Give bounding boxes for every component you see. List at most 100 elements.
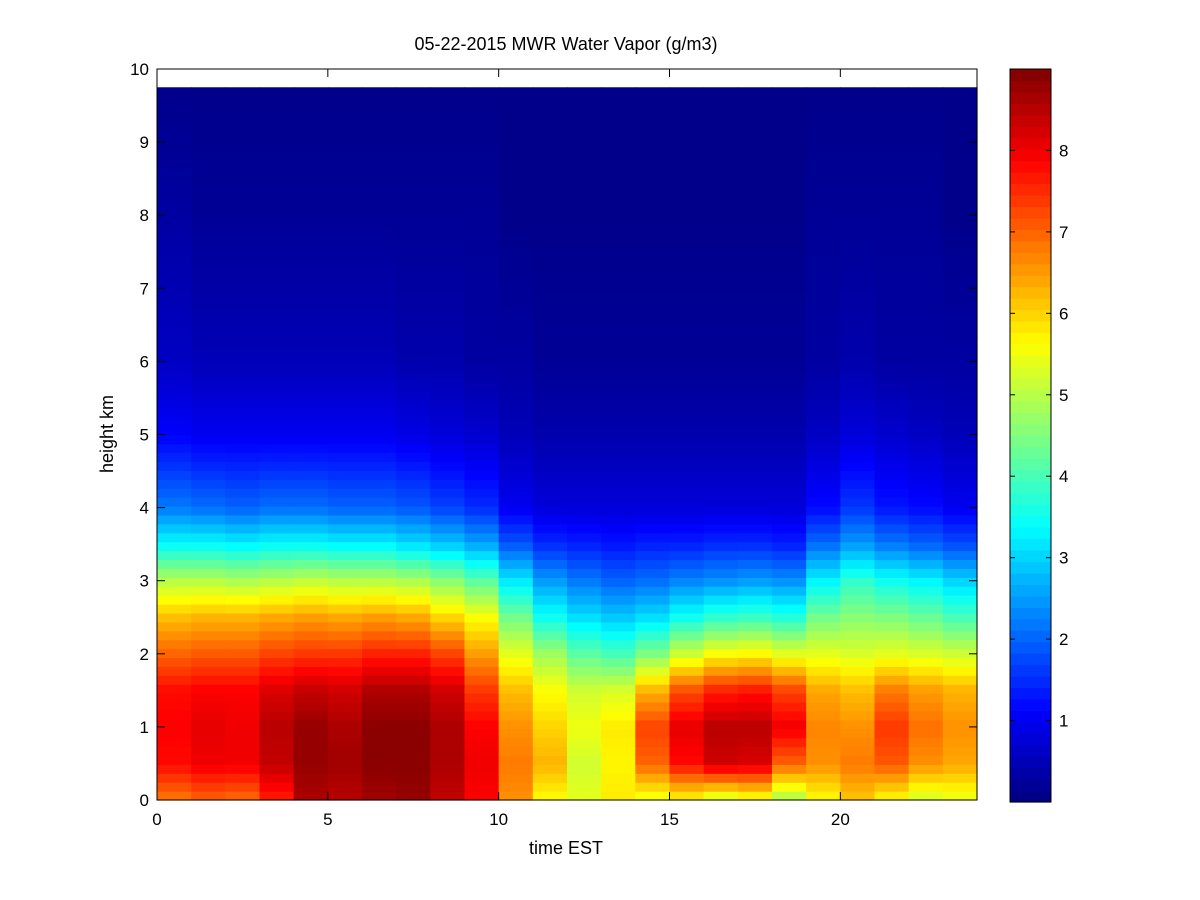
- heatmap-cell: [806, 416, 841, 427]
- heatmap-cell: [601, 710, 636, 721]
- heatmap-cell: [498, 488, 534, 498]
- heatmap-cell: [293, 604, 329, 614]
- heatmap-cell: [362, 318, 397, 329]
- heatmap-cell: [737, 363, 773, 373]
- heatmap-cell: [737, 176, 773, 186]
- heatmap-cell: [635, 719, 671, 730]
- heatmap-cell: [225, 238, 261, 249]
- heatmap-cell: [430, 791, 466, 801]
- heatmap-cell: [259, 185, 295, 195]
- heatmap-cell: [293, 782, 329, 792]
- heatmap-cell: [669, 149, 705, 160]
- heatmap-cell: [635, 782, 671, 792]
- heatmap-cell: [362, 657, 397, 667]
- heatmap-cell: [498, 639, 534, 650]
- colorbar-step: [1010, 446, 1051, 459]
- heatmap-cell: [601, 310, 636, 320]
- colorbar-step: [1010, 676, 1051, 689]
- heatmap-cell: [703, 479, 739, 489]
- heatmap-cell: [772, 461, 807, 471]
- heatmap-cell: [532, 301, 568, 311]
- heatmap-cell: [293, 425, 329, 436]
- heatmap-cell: [635, 229, 671, 240]
- heatmap-cell: [840, 131, 876, 142]
- heatmap-cell: [669, 586, 705, 596]
- heatmap-cell: [635, 140, 671, 151]
- heatmap-cell: [532, 728, 568, 739]
- colorbar-step: [1010, 458, 1051, 471]
- heatmap-cell: [635, 158, 671, 169]
- heatmap-cell: [874, 657, 910, 667]
- heatmap-cell: [362, 702, 397, 712]
- heatmap-cell: [259, 318, 295, 329]
- heatmap-cell: [532, 541, 568, 552]
- heatmap-cell: [669, 595, 705, 605]
- heatmap-cell: [259, 639, 295, 650]
- heatmap-cell: [362, 506, 397, 516]
- heatmap-cell: [635, 693, 671, 703]
- heatmap-cell: [737, 434, 773, 445]
- heatmap-cell: [567, 425, 602, 436]
- heatmap-cell: [737, 719, 773, 730]
- heatmap-cell: [430, 176, 466, 186]
- heatmap-cell: [327, 416, 363, 427]
- heatmap-cell: [737, 87, 773, 97]
- heatmap-cell: [601, 568, 636, 578]
- colorbar-step: [1010, 630, 1051, 643]
- heatmap-cell: [362, 363, 397, 373]
- heatmap-cell: [908, 256, 944, 267]
- heatmap-cell: [942, 265, 978, 275]
- heatmap-cell: [362, 247, 397, 258]
- heatmap-cell: [703, 497, 739, 507]
- heatmap-cell: [908, 363, 944, 373]
- heatmap-cell: [259, 523, 295, 534]
- heatmap-cell: [806, 274, 841, 284]
- heatmap-cell: [840, 416, 876, 427]
- heatmap-cell: [908, 595, 944, 605]
- heatmap-cell: [396, 399, 431, 409]
- heatmap-cell: [327, 452, 363, 463]
- heatmap-cell: [806, 105, 841, 115]
- heatmap-cell: [396, 675, 431, 685]
- heatmap-cell: [225, 105, 261, 115]
- heatmap-cell: [908, 710, 944, 721]
- colorbar-tick-label: 8: [1059, 141, 1068, 160]
- heatmap-cell: [635, 514, 671, 525]
- heatmap-cell: [908, 541, 944, 552]
- heatmap-cell: [532, 265, 568, 275]
- heatmap-cell: [908, 586, 944, 596]
- heatmap-cell: [908, 666, 944, 676]
- heatmap-cell: [293, 390, 329, 400]
- heatmap-cell: [396, 506, 431, 516]
- heatmap-cell: [772, 497, 807, 507]
- heatmap-cell: [225, 684, 261, 694]
- heatmap-cell: [874, 327, 910, 338]
- heatmap-cell: [464, 105, 500, 115]
- heatmap-cell: [806, 577, 841, 587]
- heatmap-cell: [703, 87, 739, 97]
- heatmap-cell: [669, 559, 705, 569]
- heatmap-cell: [498, 719, 534, 730]
- colorbar-frame: [1009, 68, 1052, 803]
- heatmap-cell: [225, 630, 261, 641]
- heatmap-cell: [942, 452, 978, 463]
- heatmap-cell: [840, 595, 876, 605]
- heatmap-cell: [669, 158, 705, 169]
- heatmap-cell: [874, 229, 910, 240]
- heatmap-cell: [259, 666, 295, 676]
- heatmap-cell: [601, 301, 636, 311]
- heatmap-cell: [430, 746, 466, 757]
- heatmap-cell: [293, 140, 329, 151]
- heatmap-cell: [840, 479, 876, 489]
- heatmap-cell: [293, 434, 329, 445]
- heatmap-cell: [532, 122, 568, 133]
- heatmap-cell: [737, 381, 773, 391]
- colorbar-step: [1010, 481, 1051, 494]
- heatmap-cell: [430, 755, 466, 765]
- heatmap-cell: [498, 363, 534, 373]
- heatmap-cell: [601, 96, 636, 106]
- heatmap-cell: [498, 434, 534, 445]
- heatmap-cell: [430, 559, 466, 569]
- heatmap-cell: [874, 497, 910, 507]
- heatmap-cell: [567, 639, 602, 650]
